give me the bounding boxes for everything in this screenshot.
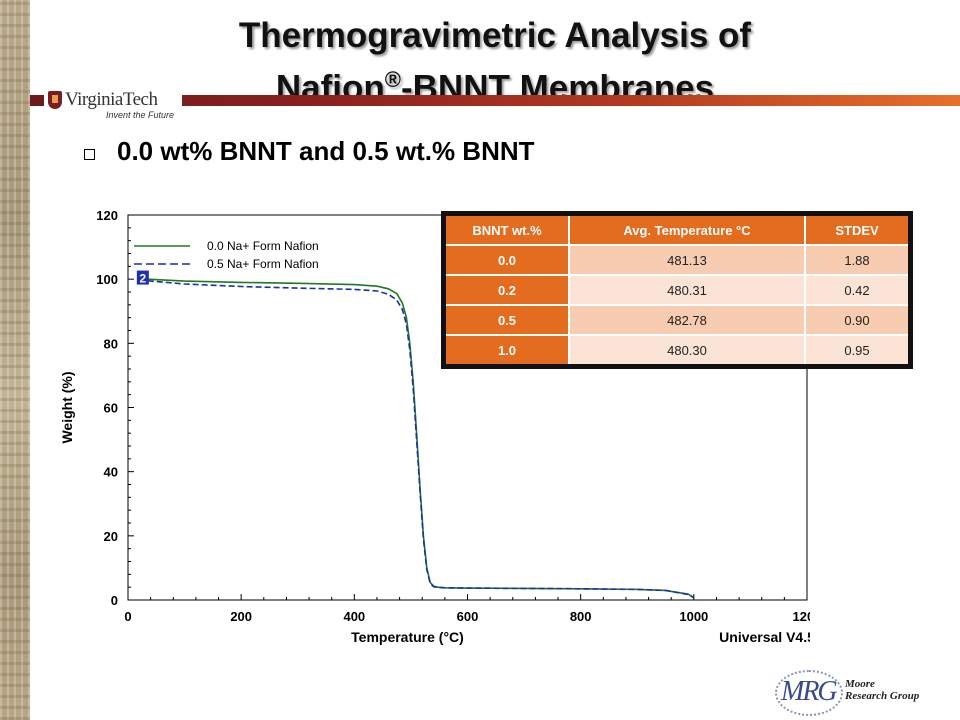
y-tick-label: 120 bbox=[96, 208, 118, 223]
banner-bar bbox=[30, 95, 960, 106]
table-row: 0.5 482.78 0.90 bbox=[442, 304, 912, 336]
table-cell: 1.0 bbox=[442, 334, 570, 368]
legend-label: 0.0 Na+ Form Nafion bbox=[207, 239, 319, 253]
x-axis-label: Temperature (°C) bbox=[351, 629, 464, 645]
table-cell: 481.13 bbox=[568, 244, 806, 276]
logo-tagline: Invent the Future bbox=[106, 110, 175, 120]
table-cell: 480.31 bbox=[568, 274, 806, 306]
y-tick-label: 100 bbox=[96, 272, 118, 287]
table-cell: 0.95 bbox=[804, 334, 912, 368]
x-tick-label: 800 bbox=[570, 609, 592, 624]
moore-research-group-logo: MRG Moore Research Group bbox=[775, 668, 935, 716]
table-header-cell: STDEV bbox=[804, 212, 912, 246]
table-header-row: BNNT wt.% Avg. Temperature °C STDEV bbox=[442, 212, 912, 246]
x-tick-label: 0 bbox=[124, 609, 131, 624]
table-row: 1.0 480.30 0.95 bbox=[442, 334, 912, 368]
legend-label: 0.5 Na+ Form Nafion bbox=[207, 257, 319, 271]
table-cell: 482.78 bbox=[568, 304, 806, 336]
stone-texture-border bbox=[0, 0, 30, 720]
x-tick-label: 400 bbox=[343, 609, 365, 624]
series-line-1 bbox=[147, 280, 695, 599]
logo-wordmark: VirginiaTech bbox=[65, 89, 158, 110]
x-tick-label: 1200 bbox=[793, 609, 810, 624]
table-row: 0.0 481.13 1.88 bbox=[442, 244, 912, 276]
marker-label: 2 bbox=[139, 272, 146, 286]
title-line-1: Thermogravimetric Analysis of bbox=[238, 16, 752, 55]
bullet-text: 0.0 wt% BNNT and 0.5 wt.% BNNT bbox=[117, 136, 535, 166]
y-tick-label: 60 bbox=[104, 401, 118, 416]
y-axis-label: Weight (%) bbox=[59, 371, 75, 443]
registered-mark: ® bbox=[384, 67, 401, 92]
y-tick-label: 40 bbox=[104, 465, 118, 480]
x-tick-label: 200 bbox=[230, 609, 252, 624]
y-tick-label: 80 bbox=[104, 336, 118, 351]
mrg-name: Moore Research Group bbox=[845, 678, 919, 702]
table-cell: 480.30 bbox=[568, 334, 806, 368]
table-cell: 0.2 bbox=[442, 274, 570, 306]
x-tick-label: 600 bbox=[457, 609, 479, 624]
tga-chart: 0 200 400 600 800 1000 1200 0 20 40 60 80 100 120 Temp… bbox=[59, 208, 810, 645]
mrg-letters: MRG bbox=[781, 676, 838, 707]
virginia-tech-logo: VirginiaTech Invent the Future bbox=[44, 88, 182, 122]
table-cell: 1.88 bbox=[804, 244, 912, 276]
table-cell: 0.5 bbox=[442, 304, 570, 336]
table-header-cell: Avg. Temperature °C bbox=[568, 212, 806, 246]
table-cell: 0.90 bbox=[804, 304, 912, 336]
shield-icon bbox=[48, 91, 62, 109]
table-row: 0.2 480.31 0.42 bbox=[442, 274, 912, 306]
marker-box bbox=[136, 270, 149, 285]
checkbox-bullet-icon bbox=[84, 149, 95, 160]
mrg-name-line-2: Research Group bbox=[845, 690, 920, 702]
mrg-name-line-1: Moore bbox=[845, 678, 875, 690]
y-tick-label: 20 bbox=[104, 529, 118, 544]
corner-label: Universal V4.5A bbox=[719, 629, 810, 645]
gear-ring-icon bbox=[775, 670, 843, 716]
x-tick-label: 1000 bbox=[679, 609, 708, 624]
table-cell: 0.0 bbox=[442, 244, 570, 276]
y-tick-label: 0 bbox=[111, 593, 118, 608]
table-header-cell: BNNT wt.% bbox=[442, 212, 570, 246]
table-cell: 0.42 bbox=[804, 274, 912, 306]
results-table: BNNT wt.% Avg. Temperature °C STDEV 0.0 … bbox=[441, 211, 913, 369]
